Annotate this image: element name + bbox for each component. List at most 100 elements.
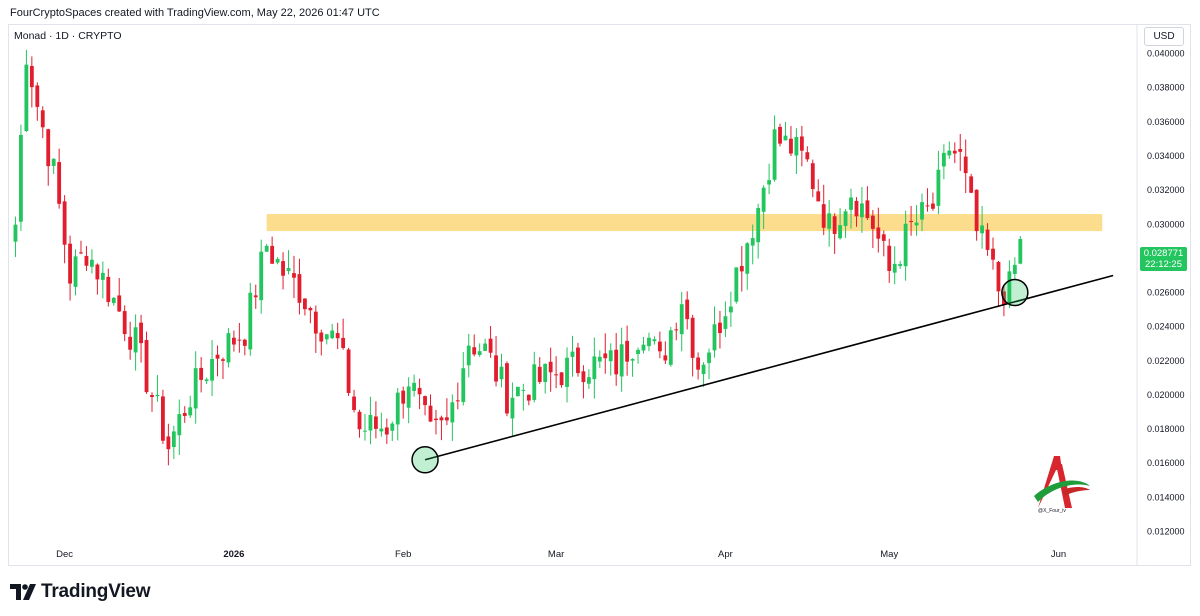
candle-body: [488, 338, 493, 353]
candle-body: [799, 136, 804, 151]
chart-frame: [8, 24, 1191, 566]
x-four-logo-icon: @X_Four_iv: [1034, 456, 1090, 514]
candle-body: [505, 363, 509, 414]
candle-body: [171, 431, 176, 448]
candle-body: [865, 200, 870, 219]
candle-body: [952, 150, 957, 154]
candle-body: [417, 387, 422, 395]
candle-body: [821, 204, 826, 228]
candle-body: [843, 211, 848, 226]
candles-layer: [13, 49, 1023, 466]
candle-body: [248, 292, 253, 350]
candle-body: [226, 333, 231, 363]
candle-body: [253, 295, 258, 298]
candle-body: [718, 322, 722, 334]
candle-body: [685, 299, 690, 320]
candle-body: [346, 349, 351, 393]
price-tick-label: 0.038000: [1147, 83, 1185, 93]
candle-body: [794, 137, 799, 156]
candle-body: [559, 372, 564, 386]
resistance-zone: [266, 214, 1103, 232]
candle-body: [996, 261, 1001, 292]
candle-body: [947, 150, 952, 156]
price-tick-label: 0.018000: [1147, 424, 1185, 434]
candle-body: [832, 216, 837, 234]
candle-body: [450, 402, 455, 423]
candle-body: [161, 396, 165, 441]
candle-body: [182, 412, 187, 416]
candle-body: [177, 414, 182, 436]
candle-body: [570, 351, 575, 357]
time-tick-label: Apr: [718, 549, 733, 560]
candle-body: [674, 329, 679, 331]
candle-body: [712, 324, 717, 351]
candle-body: [275, 259, 280, 263]
price-tick-label: 0.020000: [1147, 390, 1185, 400]
candle-body: [423, 396, 427, 406]
candle-body: [434, 418, 438, 421]
candle-body: [270, 245, 275, 264]
candle-body: [663, 355, 668, 361]
candle-body: [778, 126, 782, 144]
time-tick-label: Dec: [56, 549, 73, 560]
candle-body: [816, 191, 821, 202]
bar-countdown: 22:12:25: [1145, 259, 1182, 270]
candle-body: [455, 400, 460, 402]
candle-body: [630, 359, 635, 361]
price-tick-label: 0.040000: [1147, 49, 1185, 59]
candle-body: [619, 344, 624, 377]
candle-body: [335, 333, 340, 339]
tradingview-brand[interactable]: TradingView: [10, 581, 151, 603]
candle-body: [95, 264, 100, 280]
candle-body: [521, 389, 526, 391]
candle-body: [586, 377, 591, 384]
candle-body: [302, 298, 307, 310]
candle-body: [461, 368, 466, 403]
candle-body: [526, 394, 531, 401]
candle-body: [991, 248, 995, 260]
price-axis[interactable]: 0.040000 0.038000 0.036000 0.034000 0.032000…: [1136, 24, 1185, 566]
candle-body: [363, 430, 367, 432]
candle-body: [963, 156, 968, 174]
candle-body: [128, 336, 133, 350]
candle-body: [210, 359, 214, 381]
candle-body: [494, 355, 498, 382]
candle-body: [903, 223, 908, 267]
candle-body: [734, 267, 739, 302]
candle-body: [221, 359, 225, 361]
candle-body: [920, 202, 924, 220]
candle-body: [412, 382, 417, 391]
candle-body: [35, 85, 40, 107]
candle-body: [439, 417, 444, 421]
candle-body: [925, 205, 930, 207]
candle-body: [166, 436, 171, 450]
candle-body: [974, 189, 979, 232]
candle-body: [73, 256, 78, 287]
candle-body: [592, 356, 597, 380]
candle-body: [1007, 271, 1012, 304]
candle-body: [860, 203, 864, 218]
candle-body: [406, 386, 411, 408]
candle-body: [199, 367, 204, 380]
symbol-title[interactable]: Monad · 1D · CRYPTO: [14, 30, 122, 42]
candle-body: [707, 352, 711, 364]
candle-body: [941, 152, 946, 167]
time-axis[interactable]: Dec 2026 Feb Mar Apr May Jun: [56, 549, 1066, 560]
candle-body: [259, 251, 264, 301]
candle-body: [696, 357, 701, 370]
candle-body: [330, 330, 335, 339]
price-tick-label: 0.036000: [1147, 117, 1185, 127]
candle-body: [319, 332, 324, 342]
candle-body: [499, 366, 504, 380]
candle-body: [19, 134, 23, 222]
candle-body: [515, 386, 520, 397]
candle-body: [281, 261, 285, 276]
candle-body: [854, 200, 859, 217]
watermark-label: @X_Four_iv: [1038, 508, 1066, 514]
highlight-circles: [411, 278, 1029, 474]
candle-body: [133, 327, 138, 353]
candle-body: [537, 366, 542, 382]
currency-selector[interactable]: USD: [1144, 27, 1184, 46]
tradingview-wordmark: TradingView: [41, 581, 151, 602]
